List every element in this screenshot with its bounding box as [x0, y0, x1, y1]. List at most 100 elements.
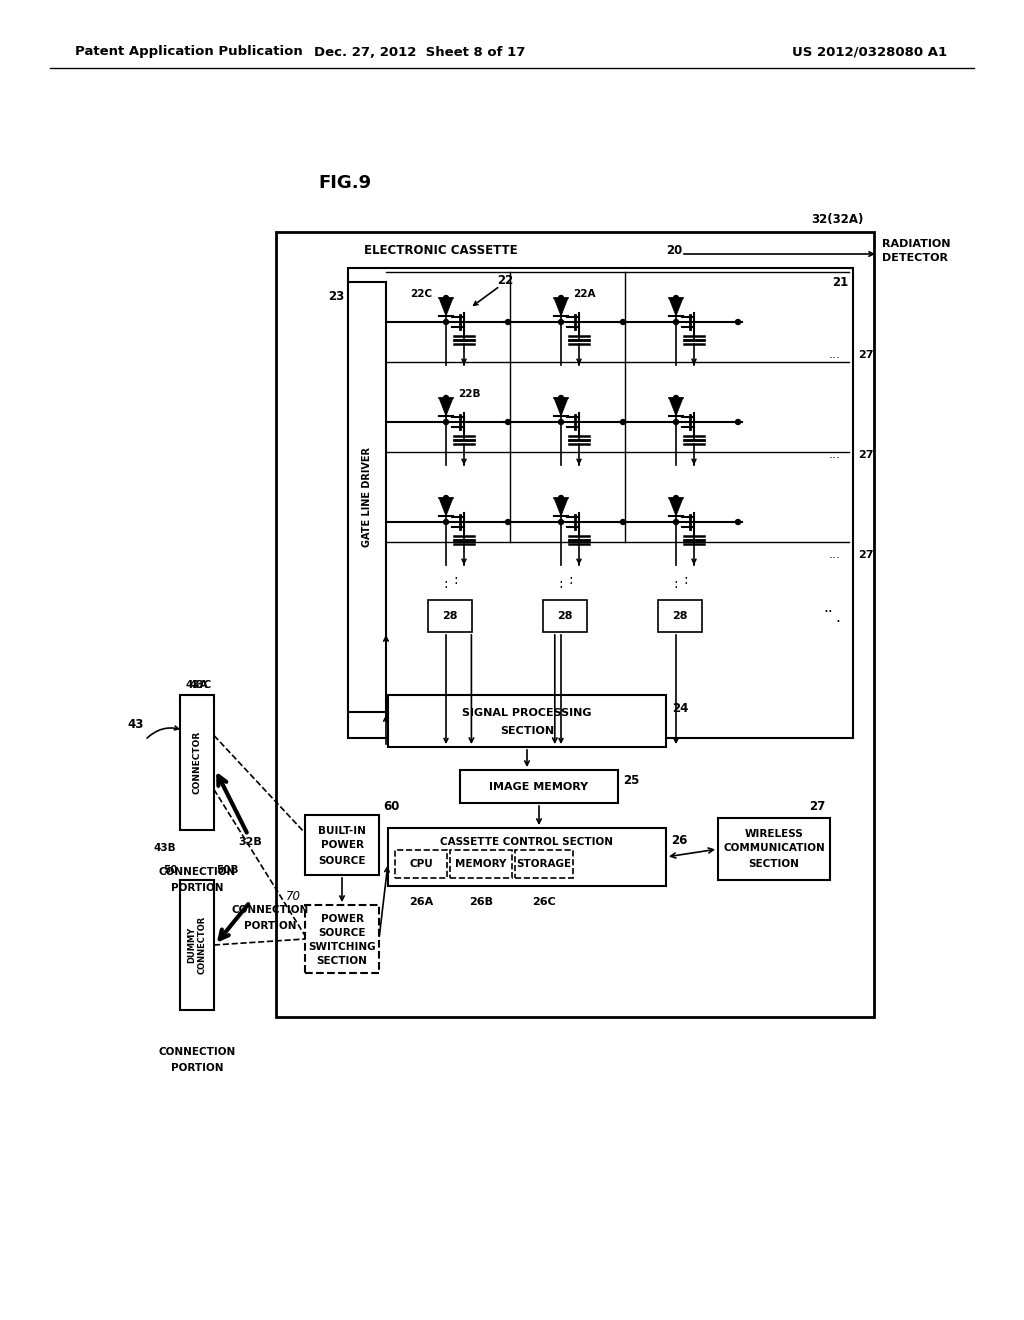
Text: 27: 27: [809, 800, 825, 813]
Circle shape: [735, 319, 740, 325]
Circle shape: [443, 420, 449, 425]
Text: 27: 27: [858, 350, 873, 360]
Text: 28: 28: [557, 611, 572, 620]
Circle shape: [674, 296, 679, 301]
Circle shape: [735, 420, 740, 425]
Text: COMMUNICATION: COMMUNICATION: [723, 843, 825, 853]
Text: STORAGE: STORAGE: [516, 859, 571, 869]
Polygon shape: [439, 399, 453, 416]
Circle shape: [621, 520, 626, 524]
Text: :: :: [454, 573, 459, 587]
Circle shape: [558, 495, 563, 500]
Text: SECTION: SECTION: [500, 726, 554, 737]
Text: 50B: 50B: [216, 865, 239, 875]
Text: SWITCHING: SWITCHING: [308, 942, 376, 952]
Text: DETECTOR: DETECTOR: [882, 253, 948, 263]
Text: PORTION: PORTION: [171, 1063, 223, 1073]
Polygon shape: [669, 399, 683, 416]
Text: WIRELESS: WIRELESS: [744, 829, 804, 840]
Bar: [276, 232, 874, 1016]
Text: 43C: 43C: [189, 680, 212, 690]
Bar: [388, 828, 666, 886]
Circle shape: [443, 296, 449, 301]
Bar: [515, 850, 573, 878]
Text: Patent Application Publication: Patent Application Publication: [75, 45, 303, 58]
Bar: [428, 601, 472, 632]
Text: IMAGE MEMORY: IMAGE MEMORY: [489, 781, 589, 792]
Text: 22: 22: [497, 273, 513, 286]
Text: ...: ...: [829, 549, 841, 561]
Text: CPU: CPU: [410, 859, 433, 869]
Text: POWER: POWER: [321, 913, 364, 924]
Text: :: :: [559, 577, 563, 591]
Bar: [395, 850, 447, 878]
Text: US 2012/0328080 A1: US 2012/0328080 A1: [793, 45, 947, 58]
Text: 28: 28: [442, 611, 458, 620]
Polygon shape: [669, 498, 683, 516]
Text: :: :: [443, 577, 449, 591]
Text: 60: 60: [383, 800, 399, 813]
Text: Dec. 27, 2012  Sheet 8 of 17: Dec. 27, 2012 Sheet 8 of 17: [314, 45, 525, 58]
Circle shape: [735, 520, 740, 524]
Text: SECTION: SECTION: [316, 956, 368, 966]
Text: CONNECTION: CONNECTION: [231, 906, 308, 915]
Text: 25: 25: [623, 774, 639, 787]
Text: 28: 28: [672, 611, 688, 620]
Text: DUMMY
CONNECTOR: DUMMY CONNECTOR: [187, 916, 207, 974]
Circle shape: [506, 420, 511, 425]
Circle shape: [506, 520, 511, 524]
Text: GATE LINE DRIVER: GATE LINE DRIVER: [362, 447, 372, 546]
Circle shape: [558, 520, 563, 524]
Circle shape: [558, 319, 563, 325]
Bar: [305, 906, 379, 973]
Text: PORTION: PORTION: [171, 883, 223, 894]
Text: ...: ...: [829, 348, 841, 362]
Polygon shape: [439, 498, 453, 516]
Text: 32B: 32B: [239, 837, 262, 847]
Text: 22A: 22A: [573, 289, 596, 300]
Text: :: :: [568, 573, 573, 587]
Text: 26A: 26A: [409, 898, 433, 907]
Text: SECTION: SECTION: [749, 859, 800, 869]
Circle shape: [674, 319, 679, 325]
Text: 32(32A): 32(32A): [812, 214, 864, 227]
Text: CONNECTOR: CONNECTOR: [193, 731, 202, 795]
Bar: [450, 850, 512, 878]
Text: 26: 26: [671, 833, 687, 846]
Text: 43: 43: [128, 718, 144, 731]
Text: :: :: [674, 577, 678, 591]
Text: 43B: 43B: [154, 843, 176, 853]
Text: 70: 70: [286, 891, 301, 903]
Bar: [658, 601, 702, 632]
Text: :: :: [684, 573, 688, 587]
Circle shape: [674, 420, 679, 425]
Bar: [543, 601, 587, 632]
Text: 20: 20: [666, 243, 682, 256]
Text: ·: ·: [836, 615, 841, 630]
Polygon shape: [554, 498, 568, 516]
Bar: [348, 268, 853, 738]
Text: SOURCE: SOURCE: [318, 928, 366, 939]
Text: 43A: 43A: [185, 680, 208, 690]
Text: MEMORY: MEMORY: [456, 859, 507, 869]
Text: RADIATION: RADIATION: [882, 239, 950, 249]
Circle shape: [674, 520, 679, 524]
Text: 26B: 26B: [469, 898, 493, 907]
Text: CONNECTION: CONNECTION: [159, 1047, 236, 1057]
Circle shape: [558, 420, 563, 425]
Text: 23: 23: [328, 289, 344, 302]
Bar: [348, 282, 386, 711]
Text: ...: ...: [829, 449, 841, 462]
Text: 21: 21: [831, 276, 848, 289]
Circle shape: [674, 396, 679, 400]
Bar: [388, 696, 666, 747]
Text: FIG.9: FIG.9: [318, 174, 372, 191]
Text: POWER: POWER: [321, 840, 364, 850]
Text: PORTION: PORTION: [244, 921, 296, 931]
Circle shape: [621, 319, 626, 325]
Bar: [718, 818, 830, 880]
Text: CASSETTE CONTROL SECTION: CASSETTE CONTROL SECTION: [440, 837, 613, 847]
Text: SOURCE: SOURCE: [318, 855, 366, 866]
Polygon shape: [669, 298, 683, 315]
Polygon shape: [554, 298, 568, 315]
